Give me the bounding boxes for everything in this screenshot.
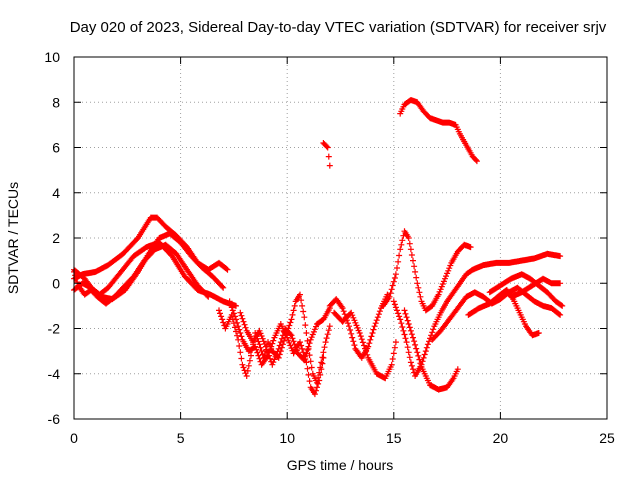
- chart-title: Day 020 of 2023, Sidereal Day-to-day VTE…: [70, 19, 607, 36]
- x-axis: 0 5 10 15 20 25: [70, 57, 615, 446]
- series-track-15: [429, 284, 564, 343]
- data-points: [237, 305, 333, 368]
- x-tick-label: 0: [70, 430, 78, 446]
- data-points: [331, 309, 399, 382]
- series-track-12: [397, 97, 480, 165]
- series-track-17: [486, 271, 566, 309]
- series-track-11: [380, 228, 474, 314]
- series-track-8: [320, 140, 333, 169]
- plot-area: [71, 97, 566, 398]
- data-points: [380, 228, 474, 314]
- data-points: [320, 140, 333, 169]
- y-axis-label: SDTVAR / TECUs: [5, 182, 21, 294]
- y-tick-label: 10: [44, 49, 60, 65]
- y-tick-label: -6: [48, 411, 61, 427]
- series-track-16: [465, 287, 542, 339]
- x-tick-label: 15: [386, 430, 402, 446]
- series-track-6: [226, 298, 327, 398]
- y-tick-label: 0: [52, 275, 60, 291]
- y-tick-label: 4: [52, 185, 60, 201]
- series-track-14: [401, 307, 461, 393]
- x-tick-label: 5: [177, 430, 185, 446]
- y-tick-label: 8: [52, 94, 60, 110]
- data-points: [486, 271, 566, 309]
- data-points: [508, 275, 564, 300]
- y-tick-label: -2: [48, 321, 61, 337]
- y-tick-label: 6: [52, 140, 60, 156]
- data-points: [465, 287, 542, 339]
- plot-frame: [73, 56, 608, 420]
- series-track-18: [508, 275, 564, 300]
- y-tick-label: 2: [52, 230, 60, 246]
- series-track-13: [390, 250, 564, 379]
- data-points: [226, 298, 327, 398]
- series-track-10: [331, 309, 399, 382]
- series-track-9: [326, 291, 391, 361]
- data-points: [401, 307, 461, 393]
- series-track-7: [237, 305, 333, 368]
- y-axis: -6 -4 -2 0 2 4 6 8 10: [44, 49, 607, 427]
- x-tick-label: 20: [493, 430, 509, 446]
- data-points: [397, 97, 480, 165]
- y-tick-label: -4: [48, 366, 61, 382]
- x-tick-label: 10: [279, 430, 295, 446]
- data-points: [390, 250, 564, 379]
- x-tick-label: 25: [599, 430, 615, 446]
- x-axis-label: GPS time / hours: [287, 457, 394, 473]
- grid: [74, 57, 607, 419]
- data-points: [326, 291, 391, 361]
- data-points: [429, 284, 564, 343]
